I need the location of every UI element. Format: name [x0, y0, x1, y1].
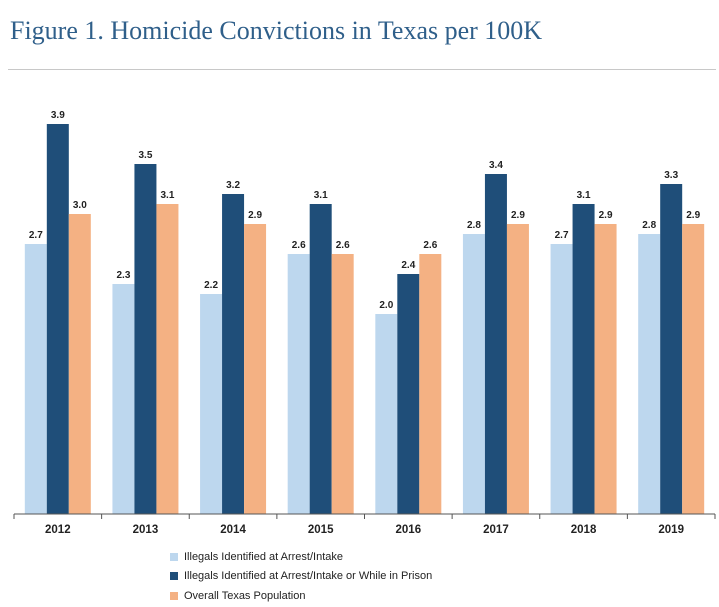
bar-2015-series-2	[309, 204, 332, 514]
bar-2018-series-3	[594, 224, 617, 514]
bar-2019-series-1	[638, 234, 661, 514]
bar-2018-series-1	[550, 244, 573, 514]
data-label: 2.4	[401, 260, 415, 271]
x-tick-label: 2017	[483, 524, 509, 536]
x-tick-label: 2012	[45, 524, 71, 536]
data-label: 2.7	[29, 230, 43, 241]
data-label: 2.2	[204, 280, 218, 291]
legend-label: Overall Texas Population	[184, 589, 306, 602]
data-label: 3.0	[73, 200, 87, 211]
data-label: 3.9	[51, 110, 65, 121]
x-tick-label: 2013	[133, 524, 159, 536]
data-label: 2.8	[467, 220, 481, 231]
bar-2017-series-1	[462, 234, 485, 514]
bar-2016-series-1	[375, 314, 398, 514]
legend-label: Illegals Identified at Arrest/Intake	[184, 550, 343, 563]
data-label: 3.4	[489, 160, 503, 171]
bar-2012-series-1	[24, 244, 47, 514]
bar-2016-series-3	[419, 254, 442, 514]
x-tick-label: 2015	[308, 524, 334, 536]
legend-swatch	[170, 591, 178, 600]
legend-item-arrest-intake-or-prison: Illegals Identified at Arrest/Intake or …	[170, 567, 432, 587]
data-label: 2.9	[511, 210, 525, 221]
data-label: 2.3	[116, 270, 130, 281]
bar-2019-series-3	[682, 224, 705, 514]
chart-legend: Illegals Identified at Arrest/Intake Ill…	[170, 547, 432, 606]
bar-2013-series-3	[156, 204, 179, 514]
data-label: 2.9	[599, 210, 613, 221]
bar-2019-series-2	[660, 184, 683, 514]
bar-2012-series-3	[68, 214, 91, 514]
data-label: 3.1	[160, 190, 174, 201]
bar-2015-series-3	[331, 254, 354, 514]
data-label: 2.8	[642, 220, 656, 231]
data-label: 3.5	[138, 150, 152, 161]
bar-2013-series-2	[134, 164, 157, 514]
legend-item-arrest-intake: Illegals Identified at Arrest/Intake	[170, 547, 432, 567]
data-label: 2.6	[336, 240, 350, 251]
data-label: 3.2	[226, 180, 240, 191]
data-label: 3.1	[314, 190, 328, 201]
x-tick-label: 2016	[396, 524, 422, 536]
x-tick-label: 2019	[658, 524, 684, 536]
figure-title: Figure 1. Homicide Convictions in Texas …	[10, 16, 543, 45]
bar-2014-series-3	[244, 224, 267, 514]
legend-item-overall-population: Overall Texas Population	[170, 586, 432, 606]
bar-2012-series-2	[46, 124, 69, 514]
bar-2017-series-2	[484, 174, 507, 514]
data-label: 2.6	[423, 240, 437, 251]
bar-2013-series-1	[112, 284, 135, 514]
data-label: 2.7	[555, 230, 569, 241]
bar-2015-series-1	[287, 254, 310, 514]
x-tick-label: 2018	[571, 524, 597, 536]
data-label: 2.9	[248, 210, 262, 221]
bar-2016-series-2	[397, 274, 420, 514]
legend-swatch	[170, 552, 178, 561]
bar-2014-series-1	[200, 294, 223, 514]
bar-2014-series-2	[222, 194, 245, 514]
data-label: 2.0	[379, 300, 393, 311]
bar-2018-series-2	[572, 204, 595, 514]
bar-2017-series-3	[506, 224, 529, 514]
data-label: 2.6	[292, 240, 306, 251]
data-label: 3.1	[577, 190, 591, 201]
x-tick-label: 2014	[220, 524, 246, 536]
data-label: 2.9	[686, 210, 700, 221]
legend-label: Illegals Identified at Arrest/Intake or …	[184, 570, 433, 583]
legend-swatch	[170, 572, 178, 581]
data-label: 3.3	[664, 170, 678, 181]
title-divider	[8, 69, 716, 70]
